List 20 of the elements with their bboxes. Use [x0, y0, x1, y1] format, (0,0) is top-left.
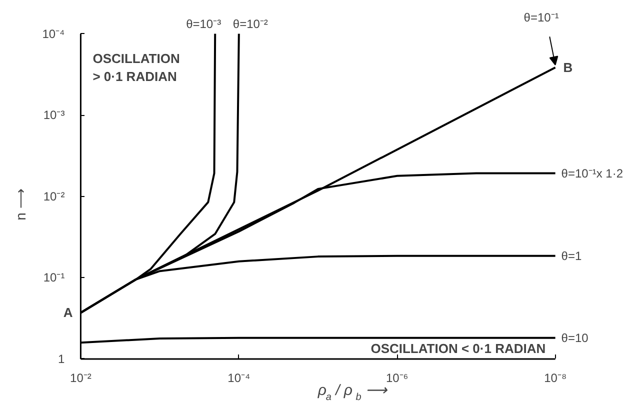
annotation: A [63, 305, 74, 320]
series-label: θ=10⁻² [232, 16, 268, 31]
series-label: θ=10⁻¹x 1·2 [561, 166, 624, 180]
y-tick-label: 10⁻⁴ [42, 26, 65, 41]
x-tick-label: 10⁻² [70, 370, 92, 385]
series-label: θ=1 [561, 248, 582, 263]
annotation: OSCILLATION > 0·1 RADIAN [92, 50, 180, 84]
y-axis-title: n ⟶ [12, 188, 28, 220]
y-tick-label: 1 [58, 352, 66, 366]
text: θ=10⁻¹ [524, 10, 559, 25]
x-tick-label: 10⁻⁴ [228, 370, 250, 385]
annotation: B [563, 60, 573, 76]
y-tick-label: 10⁻¹ [43, 270, 65, 285]
series-label: θ=10⁻³ [186, 16, 222, 31]
x-tick-label: 10⁻⁸ [544, 370, 567, 385]
annotation: OSCILLATION < 0·1 RADIAN [370, 340, 546, 356]
y-tick-label: 10⁻² [43, 189, 65, 204]
series-label: θ=10 [561, 330, 589, 345]
y-tick-label: 10⁻³ [43, 108, 65, 122]
x-tick-label: 10⁻⁶ [386, 370, 408, 385]
